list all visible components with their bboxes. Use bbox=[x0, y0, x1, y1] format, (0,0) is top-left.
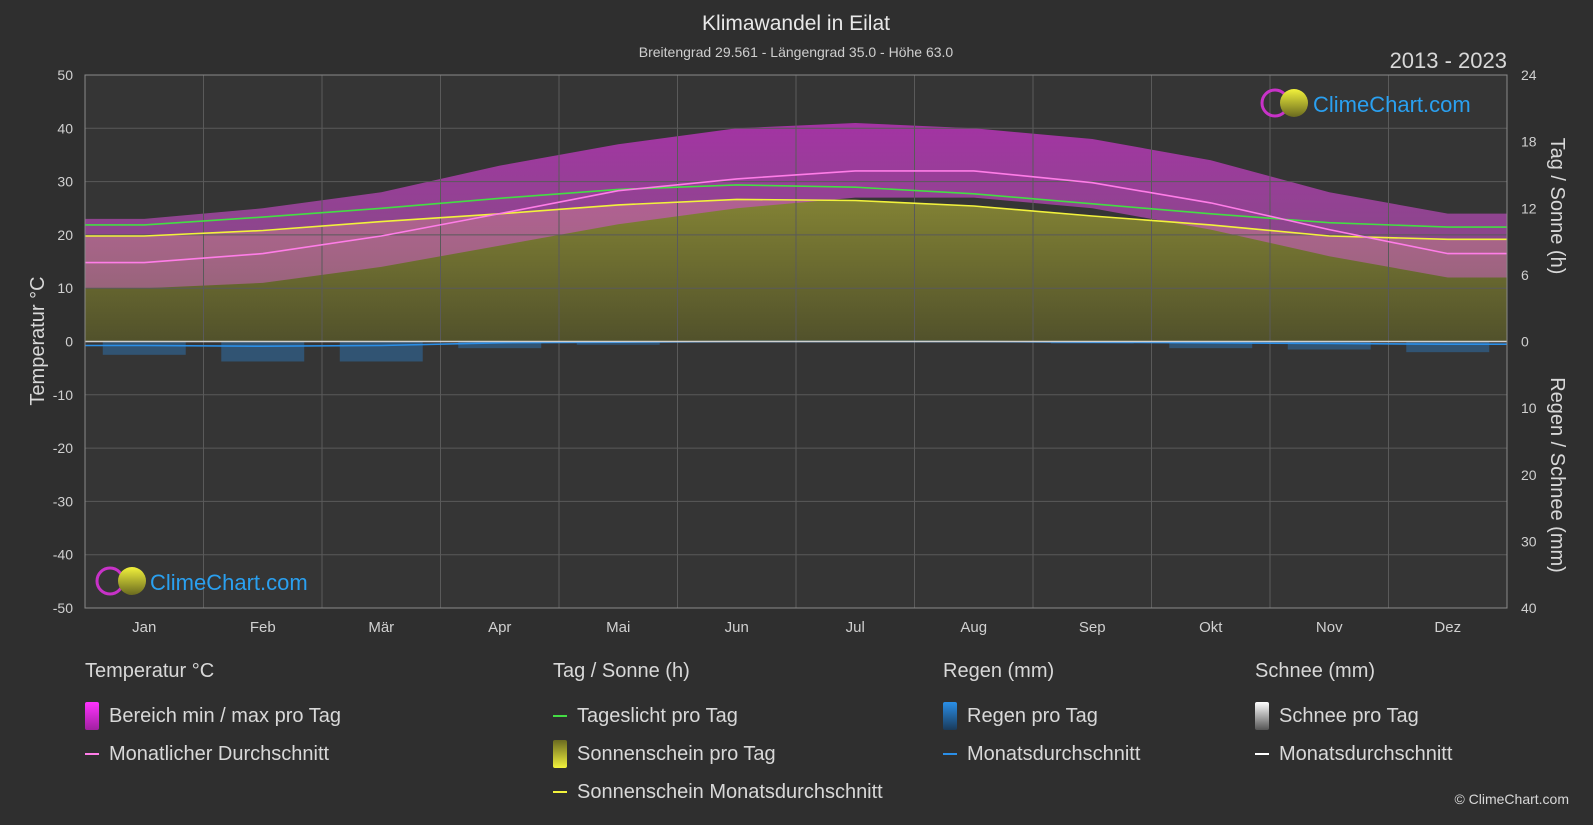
x-tick-month: Jun bbox=[725, 619, 749, 636]
logo-text: ClimeChart.com bbox=[1313, 92, 1471, 117]
plot-area: 50 40 30 20 10 0 -10 -20 -30 -40 -50 24 18 12 6 0 10 20 30… bbox=[53, 67, 1537, 636]
legend-rain: Regen (mm) Regen pro Tag Monatsdurchschn… bbox=[943, 660, 1140, 773]
x-tick-month: Dez bbox=[1434, 619, 1461, 636]
chart-subtitle: Breitengrad 29.561 - Längengrad 35.0 - H… bbox=[639, 44, 954, 60]
x-tick-month: Feb bbox=[250, 619, 276, 636]
legend-snow: Schnee (mm) Schnee pro Tag Monatsdurchsc… bbox=[1255, 660, 1452, 773]
legend-title: Schnee (mm) bbox=[1255, 660, 1376, 682]
y-tick-left: -20 bbox=[53, 440, 73, 456]
daylight-swatch bbox=[553, 715, 567, 717]
year-range: 2013 - 2023 bbox=[1390, 48, 1507, 73]
y-tick-left: -10 bbox=[53, 387, 73, 403]
y-tick-left: 10 bbox=[57, 280, 73, 296]
x-tick-month: Jan bbox=[132, 619, 156, 636]
y-tick-left: -30 bbox=[53, 493, 73, 509]
chart-title: Klimawandel in Eilat bbox=[702, 12, 890, 35]
y-tick-right-top: 12 bbox=[1521, 200, 1537, 216]
legend-item: Tageslicht pro Tag bbox=[553, 697, 883, 735]
y-tick-left: 50 bbox=[57, 67, 73, 83]
legend-label: Regen pro Tag bbox=[967, 704, 1098, 727]
legend-item: Regen pro Tag bbox=[943, 697, 1140, 735]
y-tick-right-top: 6 bbox=[1521, 267, 1529, 283]
temp-avg-swatch bbox=[85, 753, 99, 755]
legend-item: Bereich min / max pro Tag bbox=[85, 697, 341, 735]
y-tick-right-bottom: 20 bbox=[1521, 467, 1537, 483]
y-axis-right-bottom-label: Regen / Schnee (mm) bbox=[1546, 377, 1568, 573]
y-tick-left: -50 bbox=[53, 600, 73, 616]
legend-label: Sonnenschein Monatsdurchschnitt bbox=[577, 780, 883, 803]
y-tick-left: -40 bbox=[53, 547, 73, 563]
sunshine-swatch bbox=[553, 740, 567, 768]
rain-bar bbox=[458, 341, 542, 349]
x-tick-month: Nov bbox=[1316, 619, 1343, 636]
y-axis-left-label: Temperatur °C bbox=[27, 276, 49, 405]
legend-label: Tageslicht pro Tag bbox=[577, 704, 738, 727]
x-tick-month: Jul bbox=[846, 619, 865, 636]
y-axis-right-top-label: Tag / Sonne (h) bbox=[1546, 138, 1568, 275]
y-tick-left: 0 bbox=[65, 334, 73, 350]
x-tick-month: Mai bbox=[606, 619, 630, 636]
legend-item: Monatsdurchschnitt bbox=[1255, 735, 1452, 773]
y-tick-right-top: 24 bbox=[1521, 67, 1537, 83]
legend-label: Monatsdurchschnitt bbox=[1279, 742, 1453, 765]
legend-title: Tag / Sonne (h) bbox=[553, 660, 690, 682]
logo-sun-icon bbox=[118, 567, 146, 595]
temperature-avg-line bbox=[85, 170, 1507, 264]
legend-label: Monatsdurchschnitt bbox=[967, 742, 1141, 765]
y-tick-right-bottom: 30 bbox=[1521, 533, 1537, 549]
legend-label: Schnee pro Tag bbox=[1279, 704, 1419, 727]
sunshine-avg-line bbox=[85, 198, 1507, 241]
rain-bar bbox=[221, 341, 305, 362]
legend-item: Monatlicher Durchschnitt bbox=[85, 735, 341, 773]
logo-sun-icon bbox=[1280, 89, 1308, 117]
legend-label: Bereich min / max pro Tag bbox=[109, 704, 341, 727]
rain-bar bbox=[1406, 341, 1490, 353]
rain-bar bbox=[1287, 341, 1371, 350]
rain-avg-swatch bbox=[943, 753, 957, 755]
y-tick-right-bottom: 10 bbox=[1521, 400, 1537, 416]
logo-bottom-left: ClimeChart.com bbox=[95, 566, 308, 596]
y-tick-right-top: 18 bbox=[1521, 134, 1537, 150]
daylight-line bbox=[85, 184, 1507, 228]
rain-bar bbox=[1169, 341, 1253, 349]
legend-item: Sonnenschein Monatsdurchschnitt bbox=[553, 773, 883, 811]
x-tick-month: Okt bbox=[1199, 619, 1223, 636]
logo-top-right: ClimeChart.com bbox=[1260, 88, 1471, 118]
legend-item: Schnee pro Tag bbox=[1255, 697, 1452, 735]
plot-frame bbox=[84, 74, 1508, 609]
legend-label: Monatlicher Durchschnitt bbox=[109, 742, 330, 765]
x-tick-month: Sep bbox=[1079, 619, 1106, 636]
y-tick-left: 40 bbox=[57, 120, 73, 136]
sunshine-avg-swatch bbox=[553, 791, 567, 793]
copyright: © ClimeChart.com bbox=[1454, 791, 1569, 807]
rain-bar bbox=[576, 341, 660, 345]
temp-range-swatch bbox=[85, 702, 99, 730]
legend-title: Regen (mm) bbox=[943, 660, 1055, 682]
x-tick-month: Apr bbox=[488, 619, 511, 636]
legend-item: Monatsdurchschnitt bbox=[943, 735, 1140, 773]
legend-title: Temperatur °C bbox=[85, 660, 215, 682]
y-tick-right-top: 0 bbox=[1521, 334, 1529, 350]
y-tick-right-bottom: 40 bbox=[1521, 600, 1537, 616]
y-tick-left: 20 bbox=[57, 227, 73, 243]
climate-chart: Klimawandel in Eilat Breitengrad 29.561 … bbox=[27, 12, 1568, 636]
legend-temperature: Temperatur °C Bereich min / max pro Tag … bbox=[85, 660, 341, 773]
rain-swatch bbox=[943, 702, 957, 730]
x-tick-month: Aug bbox=[960, 619, 987, 636]
rain-bar bbox=[102, 341, 186, 355]
rain-bar bbox=[339, 341, 423, 362]
legend-sun: Tag / Sonne (h) Tageslicht pro Tag Sonne… bbox=[553, 660, 883, 811]
snow-swatch bbox=[1255, 702, 1269, 730]
x-tick-month: Mär bbox=[368, 619, 394, 636]
y-tick-left: 30 bbox=[57, 174, 73, 190]
legend-item: Sonnenschein pro Tag bbox=[553, 735, 883, 773]
logo-text: ClimeChart.com bbox=[150, 570, 308, 595]
legend-label: Sonnenschein pro Tag bbox=[577, 742, 776, 765]
snow-avg-swatch bbox=[1255, 753, 1269, 755]
